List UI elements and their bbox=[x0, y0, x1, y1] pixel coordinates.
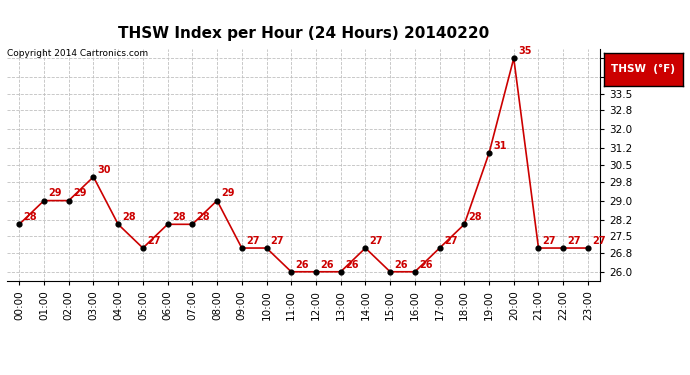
Text: Copyright 2014 Cartronics.com: Copyright 2014 Cartronics.com bbox=[7, 49, 148, 58]
Text: 27: 27 bbox=[370, 236, 383, 246]
Point bbox=[39, 198, 50, 204]
Point bbox=[335, 269, 346, 275]
Point bbox=[533, 245, 544, 251]
Text: 28: 28 bbox=[197, 212, 210, 222]
Text: 27: 27 bbox=[567, 236, 581, 246]
Point bbox=[310, 269, 322, 275]
Point bbox=[459, 221, 470, 227]
Point bbox=[14, 221, 25, 227]
Text: 28: 28 bbox=[23, 212, 37, 222]
Text: 27: 27 bbox=[542, 236, 556, 246]
Text: 26: 26 bbox=[345, 260, 358, 270]
Point bbox=[360, 245, 371, 251]
Point bbox=[162, 221, 173, 227]
Point bbox=[286, 269, 297, 275]
Text: 26: 26 bbox=[295, 260, 309, 270]
Point bbox=[261, 245, 272, 251]
Point bbox=[88, 174, 99, 180]
Text: 30: 30 bbox=[97, 165, 111, 175]
Text: 29: 29 bbox=[48, 188, 61, 198]
Text: 31: 31 bbox=[493, 141, 506, 151]
Point bbox=[509, 55, 520, 61]
Text: THSW Index per Hour (24 Hours) 20140220: THSW Index per Hour (24 Hours) 20140220 bbox=[118, 26, 489, 41]
Text: 26: 26 bbox=[320, 260, 334, 270]
Text: 27: 27 bbox=[246, 236, 259, 246]
Point bbox=[212, 198, 223, 204]
Point bbox=[236, 245, 247, 251]
Point bbox=[137, 245, 148, 251]
Point bbox=[582, 245, 593, 251]
Text: 28: 28 bbox=[172, 212, 186, 222]
Text: 27: 27 bbox=[270, 236, 284, 246]
Text: 27: 27 bbox=[592, 236, 606, 246]
Text: 28: 28 bbox=[469, 212, 482, 222]
Point bbox=[558, 245, 569, 251]
Text: THSW  (°F): THSW (°F) bbox=[611, 64, 676, 74]
Text: 29: 29 bbox=[221, 188, 235, 198]
Point bbox=[384, 269, 395, 275]
Point bbox=[409, 269, 420, 275]
Text: 27: 27 bbox=[147, 236, 161, 246]
Point bbox=[112, 221, 124, 227]
Text: 26: 26 bbox=[419, 260, 433, 270]
Text: 26: 26 bbox=[394, 260, 408, 270]
Point bbox=[434, 245, 445, 251]
Text: 35: 35 bbox=[518, 46, 531, 56]
Point bbox=[187, 221, 198, 227]
Text: 27: 27 bbox=[444, 236, 457, 246]
Text: 28: 28 bbox=[122, 212, 136, 222]
Point bbox=[484, 150, 495, 156]
Point bbox=[63, 198, 75, 204]
Text: 29: 29 bbox=[73, 188, 86, 198]
